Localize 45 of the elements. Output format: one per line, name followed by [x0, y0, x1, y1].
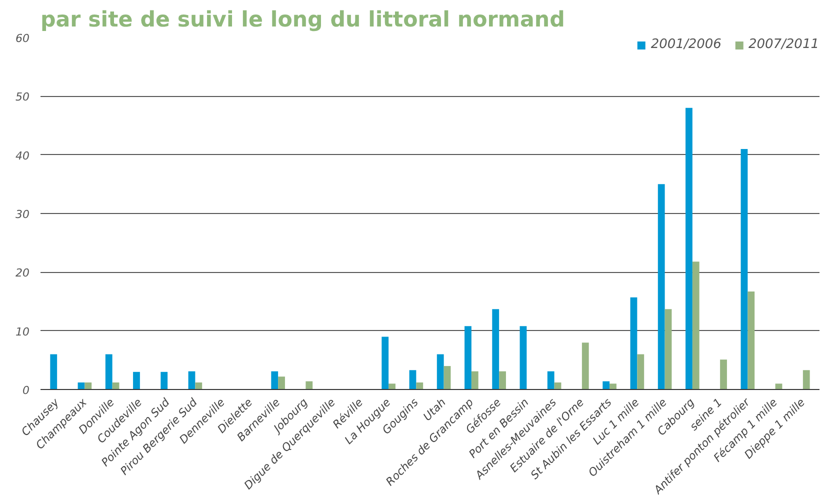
chart-title: par site de suivi le long du littoral normand	[40, 8, 565, 32]
bar	[188, 371, 196, 390]
bar	[382, 336, 389, 390]
bar	[195, 382, 202, 390]
bar	[802, 370, 810, 390]
bar	[637, 354, 644, 390]
bar	[720, 360, 727, 390]
bar	[658, 184, 665, 390]
bar	[409, 370, 416, 390]
bar	[686, 108, 692, 390]
y-tick-label: 30	[16, 208, 30, 221]
y-tick-label: 0	[22, 384, 30, 397]
bar	[740, 148, 748, 390]
bar	[692, 262, 700, 390]
bar	[471, 371, 478, 390]
bar	[436, 354, 444, 390]
bar	[610, 384, 616, 390]
bar	[664, 309, 672, 390]
y-tick-label: 40	[16, 149, 30, 162]
bar	[133, 372, 140, 390]
bar	[444, 366, 451, 390]
bar	[416, 382, 424, 390]
bar	[160, 372, 168, 390]
bar	[582, 342, 589, 390]
bar	[84, 382, 92, 390]
bar	[492, 309, 500, 390]
bar	[271, 371, 278, 390]
bar	[499, 371, 506, 390]
bar	[105, 354, 112, 390]
bar	[278, 376, 285, 390]
y-tick-label: 10	[16, 325, 30, 338]
bar	[306, 381, 313, 390]
y-tick-label: 20	[16, 266, 30, 280]
legend-label: 2007/2011	[748, 37, 819, 52]
y-tick-label: 60	[16, 32, 30, 45]
bar	[630, 297, 638, 390]
legend-label: 2001/2006	[650, 37, 722, 52]
bar	[50, 354, 58, 390]
bar	[520, 326, 527, 390]
bar	[547, 371, 554, 390]
bar	[388, 384, 396, 390]
y-tick-label: 50	[16, 90, 30, 104]
bar	[602, 381, 610, 390]
bar	[748, 292, 755, 390]
bar	[464, 326, 472, 390]
